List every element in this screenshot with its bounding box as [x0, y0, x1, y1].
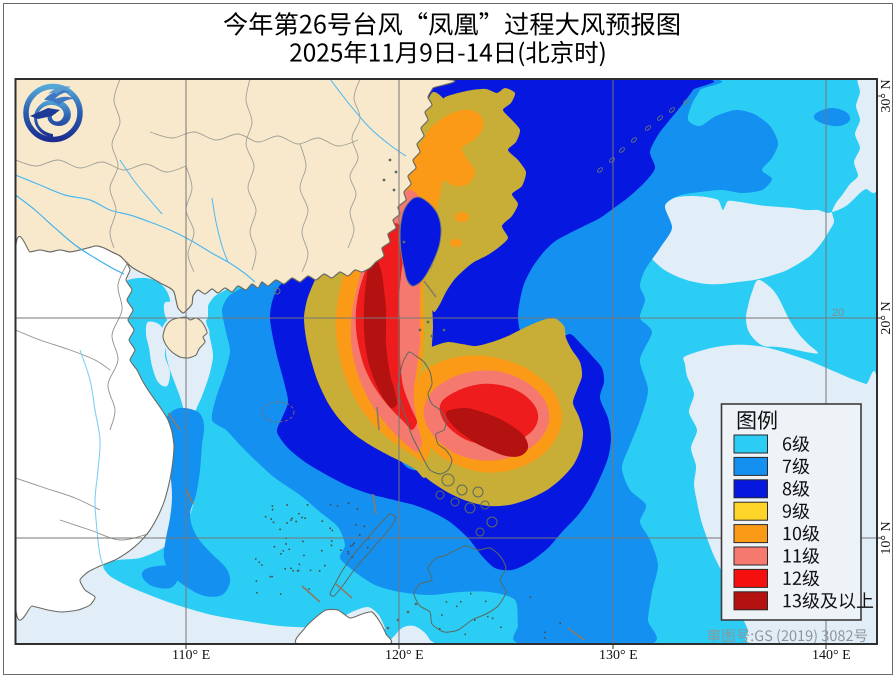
svg-text:120° E: 120° E: [385, 648, 424, 663]
svg-text:10° N: 10° N: [879, 521, 894, 554]
svg-text:130° E: 130° E: [599, 648, 638, 663]
svg-text:20° N: 20° N: [879, 301, 894, 334]
svg-text:110° E: 110° E: [172, 648, 210, 663]
svg-text:140° E: 140° E: [812, 648, 851, 663]
svg-text:30° N: 30° N: [879, 79, 894, 112]
svg-text:20: 20: [832, 307, 844, 319]
